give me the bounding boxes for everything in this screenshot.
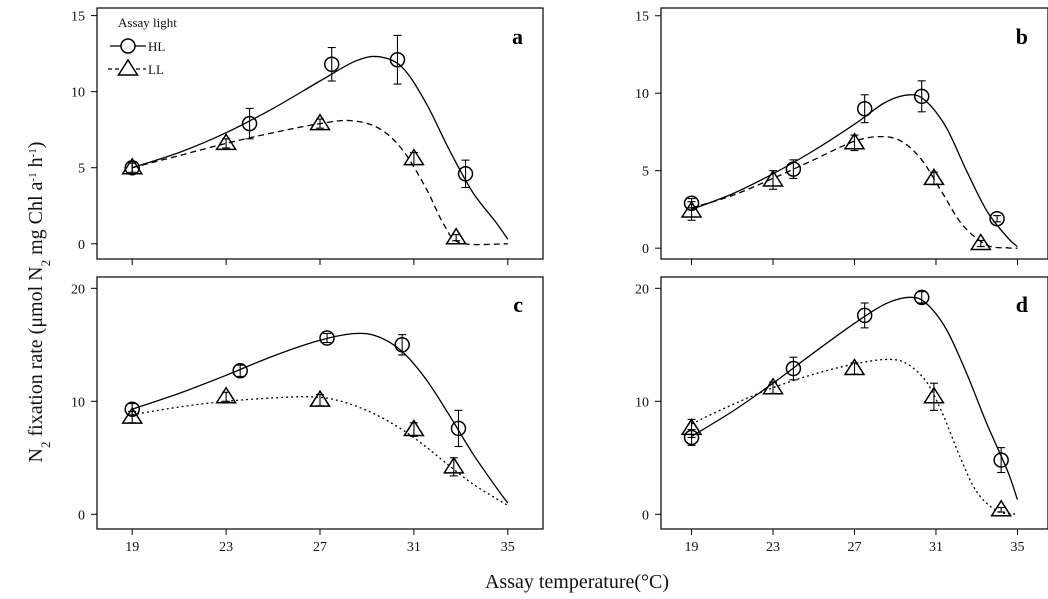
data-point-hl (450, 420, 467, 437)
fit-line-ll (691, 135, 1018, 249)
data-point-ll (309, 389, 331, 407)
x-tick-label: 35 (501, 540, 515, 555)
x-tick-label: 19 (125, 540, 139, 555)
panel-letter: d (1016, 292, 1028, 317)
y-tick-label: 5 (642, 165, 649, 180)
data-point-ll (442, 456, 465, 474)
y-tick-label: 20 (71, 282, 85, 297)
data-point-hl (323, 56, 340, 73)
data-point-hl (319, 330, 335, 346)
data-point-ll (923, 386, 945, 404)
y-tick-label: 0 (78, 508, 85, 523)
data-point-ll (445, 227, 468, 245)
data-point-ll (680, 200, 703, 218)
y-tick-label: 10 (635, 87, 649, 102)
data-point-ll (990, 499, 1013, 517)
legend-entry-hl: HL (110, 38, 165, 54)
y-tick-label: 20 (635, 282, 649, 297)
panel-letter: b (1016, 24, 1028, 49)
data-point-ll (680, 418, 703, 436)
x-tick-label: 31 (407, 540, 421, 555)
fit-line-hl (691, 94, 1018, 248)
data-point-hl (785, 360, 802, 377)
plot-frame (660, 276, 1048, 530)
fit-line-hl (132, 55, 509, 240)
fit-line-hl (131, 332, 509, 504)
data-point-hl (913, 88, 930, 105)
data-point-ll (843, 358, 866, 376)
data-point-ll (403, 148, 425, 166)
legend-marker-triangle (117, 58, 139, 76)
legend: Assay light HL LL (108, 15, 177, 77)
fit-line-ll (132, 396, 509, 506)
y-tick-label: 0 (78, 238, 85, 253)
data-point-hl (389, 51, 406, 68)
data-point-ll (121, 157, 144, 175)
data-point-hl (785, 161, 802, 177)
data-point-ll (309, 113, 331, 131)
y-tick-label: 15 (71, 10, 85, 25)
panel-letter: c (513, 292, 523, 317)
x-tick-label: 31 (929, 540, 943, 555)
x-tick-label: 35 (1010, 540, 1024, 555)
x-tick-label: 27 (313, 540, 327, 555)
y-axis-title: N2 fixation rate (μmol N2 mg Chl a-1 h-1… (25, 142, 53, 463)
x-tick-label: 23 (766, 540, 780, 555)
legend-label-ll: LL (148, 62, 164, 77)
data-point-ll (843, 132, 866, 150)
data-point-ll (403, 419, 425, 437)
y-tick-label: 5 (78, 162, 85, 177)
legend-label-hl: HL (148, 39, 165, 54)
x-tick-label: 27 (848, 540, 862, 555)
y-tick-label: 0 (642, 508, 649, 523)
data-point-hl (241, 115, 258, 132)
y-tick-label: 0 (642, 242, 649, 257)
data-point-ll (215, 386, 237, 404)
fit-line-ll (132, 119, 508, 246)
x-axis-title: Assay temperature(°C) (485, 571, 669, 593)
data-point-ll (215, 132, 237, 151)
data-point-hl (457, 166, 474, 182)
data-point-hl (993, 452, 1009, 468)
y-tick-label: 15 (635, 10, 649, 25)
x-tick-label: 19 (685, 540, 699, 555)
y-tick-label: 10 (71, 395, 85, 410)
panels-layer: 0 5 10 15 a 0 5 10 15 b 19 23 27 31 35 0 10 20 c 19 23 27 31 35… (71, 7, 1048, 555)
data-point-ll (923, 168, 945, 186)
data-point-hl (989, 210, 1005, 227)
panel-a: 0 5 10 15 a (71, 7, 544, 265)
data-point-ll (969, 233, 992, 251)
legend-title: Assay light (118, 15, 177, 30)
data-point-hl (232, 363, 248, 379)
data-point-ll (121, 406, 144, 424)
legend-marker-circle (120, 38, 136, 54)
data-point-ll (762, 169, 784, 187)
data-point-hl (856, 100, 873, 117)
data-point-hl (856, 307, 873, 324)
data-point-hl (124, 159, 140, 176)
panel-c: 19 23 27 31 35 0 10 20 c (71, 276, 544, 555)
panel-d: 19 23 27 31 35 0 10 20 d (635, 276, 1048, 555)
legend-entry-ll: LL (108, 58, 164, 77)
data-point-hl (394, 337, 410, 353)
x-tick-label: 23 (219, 540, 233, 555)
panel-b: 0 5 10 15 b (635, 7, 1048, 265)
data-point-hl (913, 289, 930, 306)
fit-line-ll (691, 358, 1018, 515)
y-tick-label: 10 (635, 395, 649, 410)
y-tick-label: 10 (71, 86, 85, 101)
fit-line-hl (691, 296, 1019, 500)
panel-letter: a (512, 24, 523, 49)
data-point-ll (762, 377, 784, 395)
